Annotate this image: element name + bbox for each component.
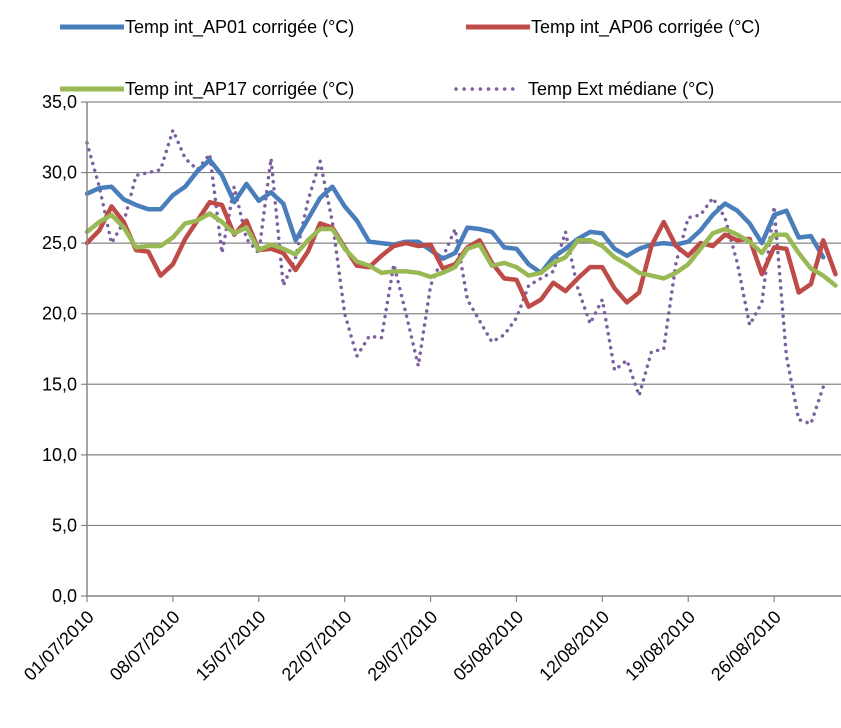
legend-item-ap01: Temp int_AP01 corrigée (°C) [60, 17, 354, 38]
series-line-0 [84, 157, 826, 276]
y-tick-label: 10,0 [42, 445, 77, 465]
y-tick-label: 15,0 [42, 374, 77, 394]
x-tick-label: 05/08/2010 [449, 607, 527, 685]
x-tick-label: 29/07/2010 [364, 607, 442, 685]
x-tick-label: 08/07/2010 [106, 607, 184, 685]
legend-item-ap17: Temp int_AP17 corrigée (°C) [60, 79, 354, 100]
x-tick-labels: 01/07/2010 08/07/2010 15/07/2010 22/07/2010… [20, 607, 785, 685]
x-tick-label: 26/08/2010 [707, 607, 785, 685]
legend-label-ap06: Temp int_AP06 corrigée (°C) [531, 17, 760, 38]
legend-item-ap06: Temp int_AP06 corrigée (°C) [466, 17, 760, 38]
series-line-2 [84, 211, 838, 288]
x-tick-label: 19/08/2010 [621, 607, 699, 685]
axes [86, 102, 841, 597]
y-tick-label: 25,0 [42, 233, 77, 253]
x-tick-label: 01/07/2010 [20, 607, 98, 685]
y-tick-label: 30,0 [42, 163, 77, 183]
y-tick-label: 35,0 [42, 92, 77, 112]
x-tick-label: 12/08/2010 [535, 607, 613, 685]
y-tick-label: 20,0 [42, 304, 77, 324]
legend-label-ext: Temp Ext médiane (°C) [528, 79, 714, 99]
series-lines [84, 128, 838, 426]
legend-label-ap17: Temp int_AP17 corrigée (°C) [125, 79, 354, 100]
x-tick-label: 22/07/2010 [278, 607, 356, 685]
legend-label-ap01: Temp int_AP01 corrigée (°C) [125, 17, 354, 38]
y-tick-label: 5,0 [52, 515, 77, 535]
y-tick-labels: 0,0 5,0 10,0 15,0 20,0 25,0 30,0 35,0 [42, 92, 77, 606]
legend: Temp int_AP01 corrigée (°C) Temp int_AP0… [60, 17, 760, 100]
x-tick-label: 15/07/2010 [192, 607, 270, 685]
legend-item-ext: Temp Ext médiane (°C) [454, 79, 714, 99]
y-tick-label: 0,0 [52, 586, 77, 606]
